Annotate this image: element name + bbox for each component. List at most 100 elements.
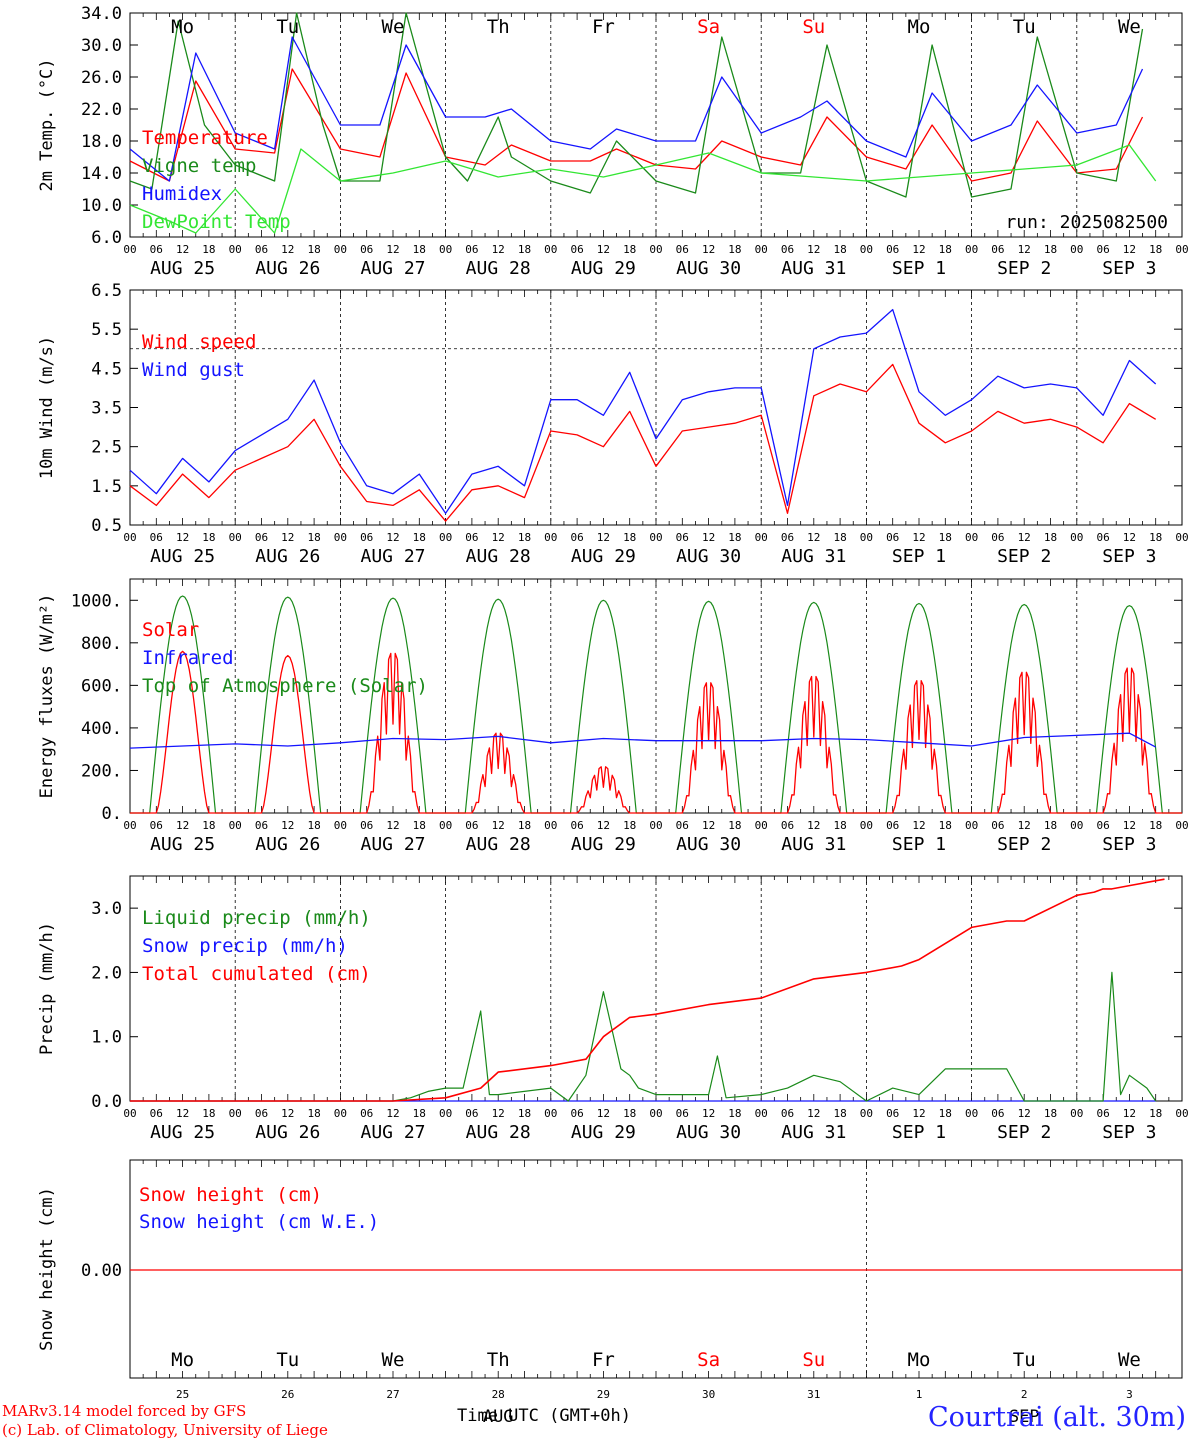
hour-tick-label: 12 (912, 1107, 925, 1120)
hour-tick-label: 18 (1149, 1107, 1162, 1120)
hour-tick-label: 00 (649, 1107, 662, 1120)
hour-tick-label: 00 (544, 819, 557, 832)
hour-tick-label: 06 (1096, 1107, 1109, 1120)
hour-tick-label: 00 (439, 243, 452, 256)
hour-tick-label: 12 (176, 531, 189, 544)
date-label: AUG 27 (360, 546, 425, 567)
hour-tick-label: 06 (255, 819, 268, 832)
date-label: AUG 27 (360, 834, 425, 855)
y-axis-title: 10m Wind (m/s) (37, 336, 57, 479)
hour-tick-label: 06 (781, 243, 794, 256)
hour-tick-label: 18 (833, 531, 846, 544)
legend-entry: Snow height (cm W.E.) (139, 1211, 379, 1233)
hour-tick-label: 06 (465, 243, 478, 256)
date-label: AUG 25 (150, 546, 215, 567)
series-wind-gust-line (129, 308, 1157, 514)
hour-tick-label: 12 (702, 819, 715, 832)
date-label: AUG 31 (781, 258, 846, 279)
legend-entry: Liquid precip (mm/h) (142, 907, 371, 929)
station-label: Courtrai (alt. 30m) (927, 1402, 1186, 1433)
day-number-label: 3 (1126, 1388, 1133, 1401)
hour-tick-label: 12 (1018, 531, 1031, 544)
hour-tick-label: 12 (492, 1107, 505, 1120)
hour-tick-label: 06 (1096, 819, 1109, 832)
hour-tick-label: 12 (281, 1107, 294, 1120)
hour-tick-label: 06 (360, 243, 373, 256)
hour-tick-label: 06 (360, 1107, 373, 1120)
y-axis-title: Precip (mm/h) (37, 922, 57, 1055)
hour-tick-label: 00 (544, 243, 557, 256)
hour-tick-label: 12 (386, 531, 399, 544)
hour-tick-label: 12 (386, 1107, 399, 1120)
hour-tick-label: 00 (1175, 819, 1188, 832)
month-label: AUG (483, 1407, 514, 1427)
hour-tick-label: 06 (991, 243, 1004, 256)
hour-tick-label: 18 (518, 819, 531, 832)
hour-tick-label: 18 (413, 243, 426, 256)
day-number-label: 29 (597, 1388, 610, 1401)
hour-tick-label: 00 (334, 531, 347, 544)
y-tick-label: 6.5 (91, 281, 122, 301)
hour-tick-label: 18 (202, 243, 215, 256)
hour-tick-label: 00 (1175, 531, 1188, 544)
y-tick-label: 0.0 (91, 1092, 122, 1112)
hour-tick-label: 18 (623, 819, 636, 832)
hour-tick-label: 18 (518, 1107, 531, 1120)
hour-tick-label: 12 (1018, 819, 1031, 832)
y-tick-label: 18.0 (81, 132, 122, 152)
weekday-label: Tu (276, 16, 299, 38)
date-label: AUG 27 (360, 258, 425, 279)
legend-entry: Snow precip (mm/h) (142, 935, 348, 957)
hour-tick-label: 18 (413, 531, 426, 544)
hour-tick-label: 06 (360, 819, 373, 832)
date-label: AUG 28 (466, 1122, 531, 1143)
legend-entry: DewPoint Temp (142, 211, 291, 233)
date-label: AUG 28 (466, 834, 531, 855)
y-tick-label: 5.5 (91, 320, 122, 340)
hour-tick-label: 06 (1096, 243, 1109, 256)
y-tick-label: 30.0 (81, 36, 122, 56)
hour-tick-label: 00 (1070, 1107, 1083, 1120)
series-temperature-line (129, 68, 1144, 182)
hour-tick-label: 12 (912, 243, 925, 256)
date-label: SEP 1 (892, 1122, 946, 1143)
hour-tick-label: 00 (334, 819, 347, 832)
hour-tick-label: 00 (123, 243, 136, 256)
y-axis-title: Snow height (cm) (37, 1187, 57, 1351)
hour-tick-label: 00 (1070, 819, 1083, 832)
hour-tick-label: 06 (465, 1107, 478, 1120)
hour-tick-label: 12 (386, 819, 399, 832)
hour-tick-label: 06 (150, 243, 163, 256)
day-number-label: 30 (702, 1388, 715, 1401)
y-tick-label: 1000. (71, 591, 122, 611)
hour-tick-label: 18 (202, 819, 215, 832)
hour-tick-label: 00 (439, 1107, 452, 1120)
hour-tick-label: 12 (597, 819, 610, 832)
hour-tick-label: 06 (781, 1107, 794, 1120)
weekday-label: Mo (171, 1349, 194, 1371)
hour-tick-label: 00 (649, 243, 662, 256)
weekday-label: Mo (908, 1349, 931, 1371)
hour-tick-label: 00 (229, 531, 242, 544)
day-number-label: 1 (916, 1388, 923, 1401)
hour-tick-label: 18 (1044, 531, 1057, 544)
y-tick-label: 3.0 (91, 899, 122, 919)
weekday-label: Sa (697, 16, 720, 38)
hour-tick-label: 18 (307, 1107, 320, 1120)
hour-tick-label: 06 (886, 819, 899, 832)
series-total-cumulated-cm-line (130, 878, 1165, 1102)
weekday-label: Tu (1013, 1349, 1036, 1371)
date-label: SEP 2 (997, 258, 1051, 279)
series-dewpoint-temp-line (129, 144, 1157, 234)
hour-tick-label: 18 (728, 1107, 741, 1120)
date-label: SEP 2 (997, 834, 1051, 855)
hour-tick-label: 00 (965, 531, 978, 544)
day-number-label: 31 (807, 1388, 820, 1401)
y-tick-label: 0.5 (91, 516, 122, 536)
hour-tick-label: 00 (544, 531, 557, 544)
hour-tick-label: 18 (728, 819, 741, 832)
date-label: AUG 28 (466, 546, 531, 567)
weekday-label: We (382, 16, 405, 38)
hour-tick-label: 12 (702, 531, 715, 544)
hour-tick-label: 12 (281, 819, 294, 832)
